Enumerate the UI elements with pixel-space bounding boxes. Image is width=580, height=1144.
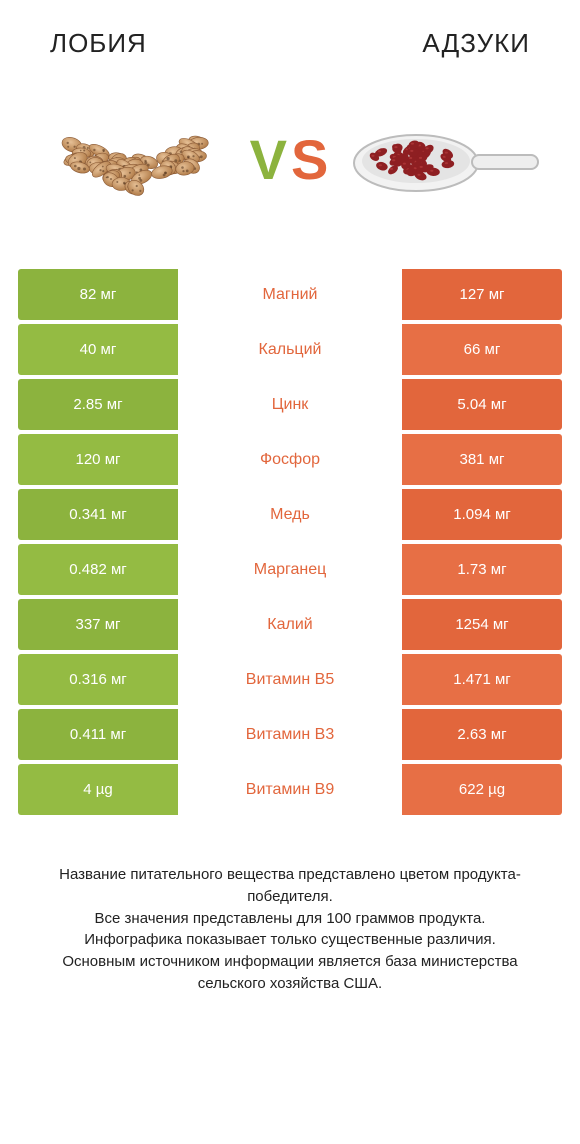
nutrient-label: Витамин B9 xyxy=(178,764,402,815)
left-value: 2.85 мг xyxy=(18,379,178,430)
right-value: 127 мг xyxy=(402,269,562,320)
pinto-beans-icon xyxy=(45,99,225,219)
vs-s: S xyxy=(291,127,330,192)
table-row: 40 мгКальций66 мг xyxy=(18,324,562,375)
left-value: 337 мг xyxy=(18,599,178,650)
left-value: 0.316 мг xyxy=(18,654,178,705)
title-left: ЛОБИЯ xyxy=(50,28,147,59)
table-row: 0.316 мгВитамин B51.471 мг xyxy=(18,654,562,705)
adzuki-spoon-icon xyxy=(350,119,540,199)
nutrient-label: Кальций xyxy=(178,324,402,375)
right-value: 1.73 мг xyxy=(402,544,562,595)
hero-row: VS xyxy=(0,69,580,269)
right-value: 66 мг xyxy=(402,324,562,375)
footer-line: Название питательного вещества представл… xyxy=(30,864,550,908)
nutrient-label: Марганец xyxy=(178,544,402,595)
right-value: 622 µg xyxy=(402,764,562,815)
table-row: 2.85 мгЦинк5.04 мг xyxy=(18,379,562,430)
vs-v: V xyxy=(250,127,289,192)
right-value: 1.094 мг xyxy=(402,489,562,540)
right-product-image xyxy=(340,119,550,199)
left-value: 4 µg xyxy=(18,764,178,815)
nutrient-label: Калий xyxy=(178,599,402,650)
left-value: 82 мг xyxy=(18,269,178,320)
footer-line: Инфографика показывает только существенн… xyxy=(30,929,550,951)
nutrient-label: Витамин B5 xyxy=(178,654,402,705)
titles-row: ЛОБИЯ АДЗУКИ xyxy=(0,0,580,69)
left-value: 40 мг xyxy=(18,324,178,375)
left-value: 0.411 мг xyxy=(18,709,178,760)
nutrient-label: Медь xyxy=(178,489,402,540)
right-value: 1.471 мг xyxy=(402,654,562,705)
nutrient-label: Витамин B3 xyxy=(178,709,402,760)
nutrient-label: Магний xyxy=(178,269,402,320)
table-row: 0.411 мгВитамин B32.63 мг xyxy=(18,709,562,760)
right-value: 1254 мг xyxy=(402,599,562,650)
left-value: 0.341 мг xyxy=(18,489,178,540)
left-value: 120 мг xyxy=(18,434,178,485)
table-row: 0.482 мгМарганец1.73 мг xyxy=(18,544,562,595)
left-product-image xyxy=(30,99,240,219)
left-value: 0.482 мг xyxy=(18,544,178,595)
right-value: 5.04 мг xyxy=(402,379,562,430)
nutrient-label: Цинк xyxy=(178,379,402,430)
footer-line: Основным источником информации является … xyxy=(30,951,550,995)
infographic: ЛОБИЯ АДЗУКИ VS xyxy=(0,0,580,1144)
right-value: 381 мг xyxy=(402,434,562,485)
nutrient-label: Фосфор xyxy=(178,434,402,485)
right-value: 2.63 мг xyxy=(402,709,562,760)
table-row: 0.341 мгМедь1.094 мг xyxy=(18,489,562,540)
title-right: АДЗУКИ xyxy=(422,28,530,59)
table-row: 4 µgВитамин B9622 µg xyxy=(18,764,562,815)
table-row: 120 мгФосфор381 мг xyxy=(18,434,562,485)
vs-label: VS xyxy=(250,127,331,192)
table-row: 82 мгМагний127 мг xyxy=(18,269,562,320)
table-row: 337 мгКалий1254 мг xyxy=(18,599,562,650)
footer-notes: Название питательного вещества представл… xyxy=(0,819,580,995)
footer-line: Все значения представлены для 100 граммо… xyxy=(30,908,550,930)
comparison-table: 82 мгМагний127 мг40 мгКальций66 мг2.85 м… xyxy=(0,269,580,819)
